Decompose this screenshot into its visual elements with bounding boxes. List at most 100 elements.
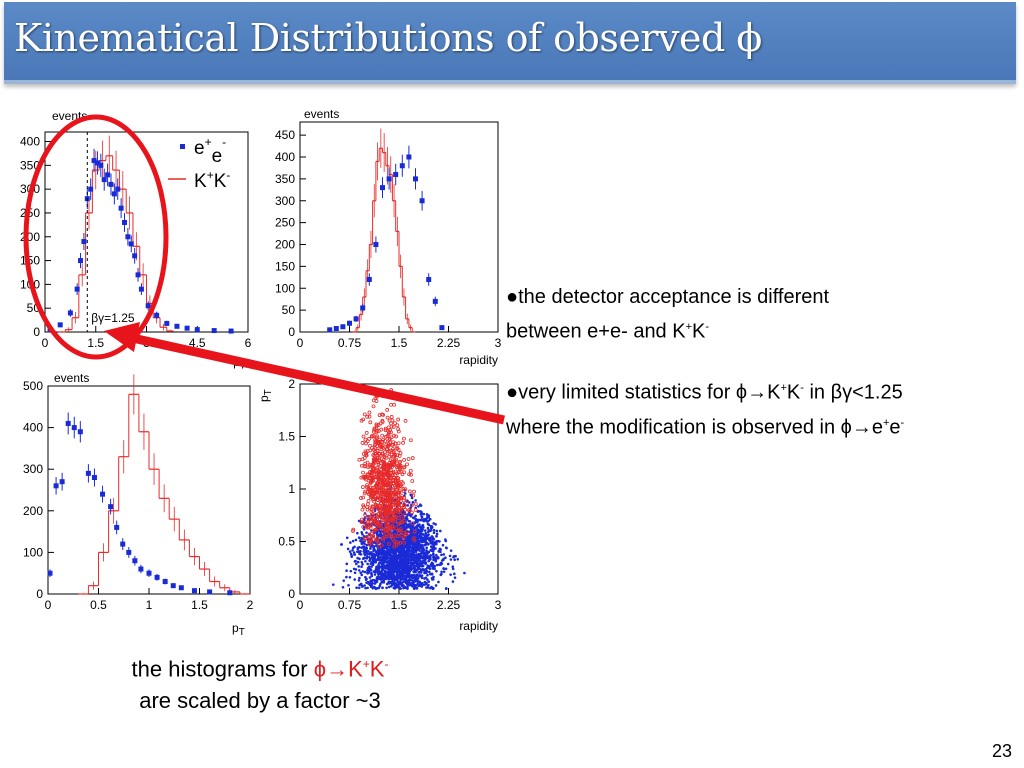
ee-scatter-point	[388, 545, 392, 549]
ee-scatter-point	[360, 530, 363, 534]
ee-scatter-point	[430, 586, 434, 590]
ee-scatter-point	[418, 533, 422, 537]
kk-scatter-point	[365, 525, 370, 530]
ee-point	[432, 298, 438, 304]
y-tick-label: 300	[23, 462, 43, 476]
y-tick-label: 100	[20, 277, 40, 291]
kk-scatter-point	[361, 525, 366, 529]
kk-scatter-point	[361, 434, 366, 439]
ee-scatter-point	[395, 570, 398, 573]
kk-scatter-point	[383, 528, 388, 532]
ee-scatter-point	[422, 533, 425, 536]
ee-scatter-point	[415, 567, 419, 571]
ee-point	[81, 239, 87, 245]
kk-scatter-point	[362, 412, 367, 417]
kk-scatter-point	[382, 534, 387, 539]
kk-scatter-point	[413, 508, 418, 512]
ee-scatter-point	[440, 570, 443, 574]
kk-scatter-point	[391, 513, 396, 518]
kk-scatter-point	[383, 483, 388, 488]
ee-scatter-point	[412, 558, 416, 562]
kk-scatter-point	[363, 513, 368, 517]
ee-scatter-point	[377, 576, 381, 579]
kk-scatter-point	[384, 521, 389, 526]
kk-scatter-point	[394, 543, 399, 548]
ee-scatter-point	[381, 558, 384, 561]
kk-scatter-point	[410, 479, 415, 483]
ee-scatter-point	[374, 559, 378, 563]
kk-scatter-point	[395, 467, 400, 472]
ee-scatter-point	[413, 553, 417, 557]
ee-point	[57, 322, 63, 328]
ee-scatter-point	[440, 553, 443, 557]
ee-point	[132, 558, 138, 564]
legend-ee-label: e+e-	[194, 135, 226, 167]
ee-scatter-point	[393, 557, 397, 561]
ee-scatter-point	[430, 561, 434, 565]
kk-scatter-point	[389, 421, 393, 426]
kk-scatter-point	[389, 532, 393, 536]
kk-scatter-point	[396, 483, 400, 488]
chart-betagamma-svg: 0 1.5 3 4.5 6 0 50 100 150 200 250 300 350 400 events β…	[20, 109, 252, 369]
ee-scatter-point	[425, 581, 428, 585]
kk-scatter-point	[390, 454, 395, 459]
ee-point	[191, 588, 197, 594]
x-tick-label: 2.25	[437, 336, 461, 350]
ee-point	[108, 181, 114, 187]
kk-scatter-point	[381, 438, 385, 442]
y-tick-label: 300	[20, 182, 40, 196]
kk-scatter-point	[372, 497, 376, 502]
ee-scatter-point	[382, 560, 386, 564]
kk-scatter-point	[410, 510, 414, 515]
y-tick-label: 150	[275, 259, 295, 273]
ee-scatter-point	[354, 559, 357, 563]
ee-scatter-point	[352, 551, 356, 554]
note1-line2: between e+e- and K	[506, 320, 686, 343]
slide-title: Kinematical Distributions of observed ϕ	[14, 16, 762, 60]
phi-symbol: ϕ	[735, 381, 748, 404]
kk-scatter-point	[365, 507, 370, 512]
ee-point	[77, 429, 83, 435]
kk-scatter-point	[388, 492, 393, 497]
kk-scatter-point	[378, 512, 383, 517]
ee-scatter-point	[423, 571, 427, 575]
ee-point	[115, 186, 121, 192]
kk-scatter-point	[388, 504, 393, 509]
note2-e1: e	[871, 416, 883, 439]
kk-scatter-point	[369, 434, 374, 439]
ee-scatter-point	[387, 574, 391, 578]
kk-scatter-point	[392, 502, 397, 506]
ee-scatter-point	[397, 569, 400, 573]
ee-point	[353, 316, 359, 322]
ee-scatter-point	[361, 570, 365, 573]
ee-scatter-point	[420, 547, 423, 550]
ee-scatter-point	[444, 539, 448, 543]
ee-scatter-point	[418, 518, 422, 522]
kk-scatter-point	[368, 462, 373, 467]
ee-point	[47, 570, 53, 576]
kk-scatter-point	[412, 538, 417, 543]
kk-scatter-point	[403, 512, 407, 517]
ee-scatter-point	[418, 541, 421, 545]
kk-scatter-point	[399, 527, 403, 531]
x-tick-label: 0	[45, 598, 52, 612]
ee-scatter-point	[384, 566, 387, 570]
ee-scatter-point	[362, 550, 366, 553]
ee-scatter-point	[444, 567, 448, 571]
ee-point	[178, 585, 184, 591]
ee-scatter-point	[391, 580, 394, 584]
y-tick-label: 0	[33, 325, 40, 339]
ee-scatter-point	[351, 539, 355, 543]
ee-scatter-point	[357, 586, 361, 590]
ee-scatter-point	[368, 555, 371, 559]
x-tick-label: 1.5	[391, 336, 408, 350]
kk-scatter-point	[401, 530, 406, 535]
ee-scatter-point	[411, 553, 415, 557]
ee-point	[228, 328, 234, 334]
ee-scatter-point	[387, 570, 390, 573]
ee-scatter-point	[383, 551, 386, 555]
ee-scatter-point	[388, 559, 392, 562]
ee-scatter-point	[451, 567, 455, 571]
ee-scatter-point	[420, 569, 423, 573]
ee-scatter-point	[409, 568, 412, 572]
